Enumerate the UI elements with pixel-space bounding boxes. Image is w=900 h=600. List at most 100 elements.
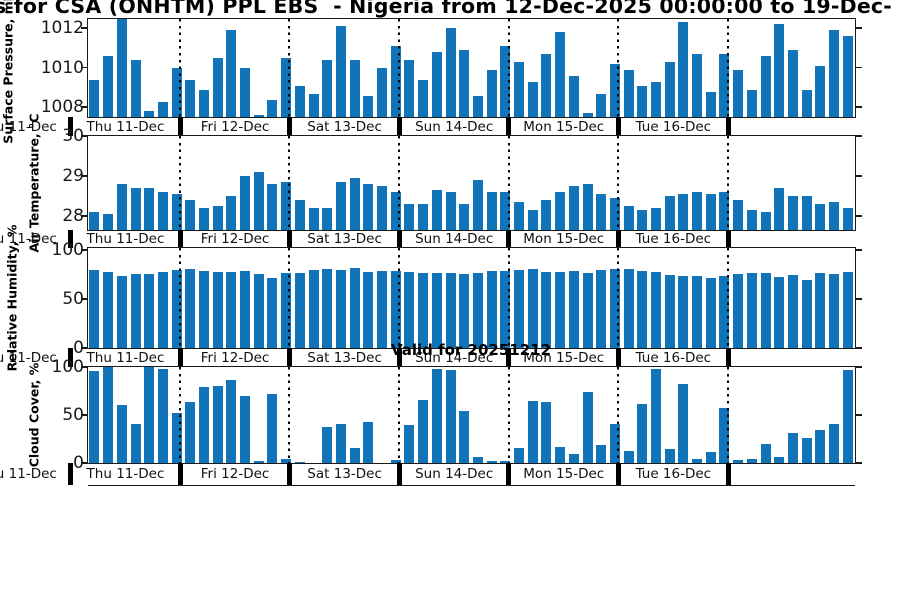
day-separator-line: [288, 247, 291, 348]
day-separator-line: [726, 135, 729, 230]
cloud-cover-plot: [86, 365, 857, 465]
cloud-cover-bar: [555, 447, 566, 464]
y-tickmark-right: [855, 106, 862, 108]
y-tickmark-left: [81, 462, 88, 464]
surface-pressure-bar: [733, 69, 744, 118]
surface-pressure-bar: [445, 28, 456, 118]
day-separator-line: [178, 366, 181, 463]
cloud-cover-bar: [692, 458, 703, 464]
surface-pressure-bar: [472, 95, 483, 118]
air-temperature-bar: [335, 182, 346, 231]
surface-pressure-bar: [240, 67, 251, 118]
cloud-cover-ytick-label: 50: [62, 405, 84, 425]
relative-humidity-bar: [157, 271, 168, 349]
relative-humidity-bar: [335, 269, 346, 349]
y-tickmark-left: [81, 135, 88, 137]
surface-pressure-bar: [89, 79, 100, 118]
y-tickmark-right: [855, 347, 862, 349]
day-label: Thu 11-Dec: [86, 349, 165, 366]
cloud-cover-bar: [349, 448, 360, 464]
relative-humidity-bar: [596, 269, 607, 349]
day-boundary-tick: [396, 463, 402, 485]
day-separator-line: [398, 247, 400, 348]
air-temperature-bar: [363, 184, 374, 231]
air-temperature-bar: [787, 196, 798, 231]
cloud-cover-bar: [514, 448, 525, 464]
surface-pressure-bar: [787, 50, 798, 118]
day-label: Fri 12-Dec: [200, 231, 270, 247]
cloud-cover-bar: [705, 451, 716, 464]
cloud-cover-bar: [267, 394, 278, 464]
air-temperature-bar: [418, 204, 429, 231]
air-temperature-bar: [294, 200, 305, 231]
relative-humidity-bar: [308, 269, 319, 349]
relative-humidity-bar: [829, 273, 840, 349]
day-label: Mon 15-Dec: [523, 349, 605, 366]
relative-humidity-bar: [363, 271, 374, 349]
air-temperature-bar: [705, 194, 716, 231]
relative-humidity-bar: [541, 271, 552, 349]
air-temperature-bar: [637, 210, 648, 231]
cloud-cover-bar: [404, 425, 415, 464]
air-temperature-bar: [185, 200, 196, 231]
day-label: Tue 16-Dec: [635, 118, 712, 135]
surface-pressure-bar: [308, 93, 319, 118]
surface-pressure-bar: [144, 111, 155, 118]
air-temperature-bar: [199, 208, 209, 231]
surface-pressure-bar: [609, 63, 620, 118]
day-label: Sun 14-Dec: [415, 349, 494, 366]
relative-humidity-bar: [89, 269, 100, 349]
day-separator-line: [178, 18, 181, 117]
air-temperature-bar: [486, 192, 497, 231]
surface-pressure-bar: [459, 50, 470, 118]
relative-humidity-bar: [390, 270, 401, 349]
relative-humidity-bar: [733, 273, 744, 349]
cloud-cover-bar: [623, 450, 634, 464]
air-temperature-bar: [390, 192, 401, 231]
relative-humidity-bar: [130, 273, 141, 349]
relative-humidity-ytick-label: 50: [62, 288, 84, 309]
cloud-cover-bar: [103, 367, 114, 464]
surface-pressure-plot: [86, 17, 857, 119]
y-tickmark-right: [855, 215, 862, 217]
cloud-cover-ytick-label: 100: [51, 357, 84, 377]
cloud-cover-bar: [719, 407, 730, 464]
air-temperature-bar: [472, 180, 483, 231]
y-tickmark-right: [855, 249, 862, 251]
air-temperature-bar: [308, 208, 319, 231]
cloud-cover-bar: [157, 369, 168, 464]
day-label-clipped: Thu 11-Dec: [0, 349, 57, 366]
day-boundary-tick: [506, 230, 512, 248]
relative-humidity-ytick-label: 0: [73, 338, 84, 358]
day-separator-line: [178, 135, 181, 230]
relative-humidity-bar: [650, 271, 661, 349]
air-temperature-bar: [774, 188, 785, 231]
air-temperature-bar: [568, 186, 579, 231]
surface-pressure-bar: [692, 54, 703, 118]
relative-humidity-bar: [705, 277, 716, 349]
y-tickmark-left: [81, 66, 88, 69]
day-boundary-tick: [616, 463, 622, 485]
cloud-cover-bar: [185, 401, 196, 464]
surface-pressure-bar: [623, 69, 634, 118]
y-tickmark-left: [81, 366, 88, 368]
day-separator-line: [178, 247, 181, 348]
cloud-cover-bar: [541, 401, 552, 464]
day-boundary-tick: [287, 348, 293, 367]
surface-pressure-bar: [322, 59, 333, 118]
cloud-cover-bar: [89, 371, 100, 464]
surface-pressure-bar: [103, 56, 114, 118]
day-label: Thu 11-Dec: [86, 118, 165, 135]
relative-humidity-bar: [609, 268, 620, 349]
day-boundary-tick: [68, 230, 74, 248]
air-temperature-bar: [719, 192, 730, 231]
relative-humidity-bar: [842, 271, 853, 349]
surface-pressure-bar: [253, 115, 264, 118]
y-tickmark-right: [855, 66, 862, 69]
air-temperature-bar: [240, 176, 251, 231]
relative-humidity-bar: [472, 272, 483, 349]
surface-pressure-bar: [267, 99, 278, 118]
relative-humidity-bar: [527, 268, 538, 349]
air-temperature-bar: [842, 208, 853, 231]
